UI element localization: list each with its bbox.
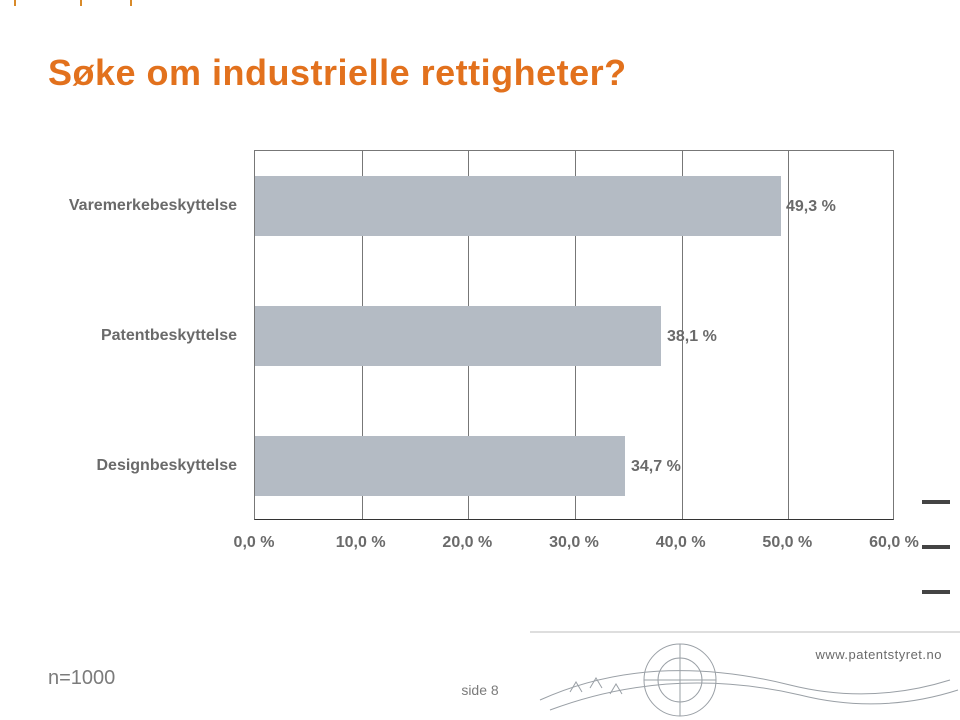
footer-watermark-art (530, 630, 960, 720)
value-label: 38,1 % (667, 328, 717, 346)
chart-container: Varemerkebeskyttelse 49,3 % Patentbeskyt… (64, 150, 894, 570)
x-tick-label: 30,0 % (549, 534, 599, 552)
bar-row: Patentbeskyttelse 38,1 % (255, 306, 893, 366)
bar (255, 176, 781, 236)
bar (255, 436, 625, 496)
plot-area: Varemerkebeskyttelse 49,3 % Patentbeskyt… (254, 150, 894, 520)
x-tick-label: 0,0 % (234, 534, 275, 552)
page-number: side 8 (461, 682, 498, 698)
x-tick-label: 60,0 % (869, 534, 919, 552)
brand-url: www.patentstyret.no (815, 647, 942, 662)
category-label: Varemerkebeskyttelse (65, 197, 245, 215)
value-label: 49,3 % (786, 198, 836, 216)
right-dash-marks (920, 500, 950, 620)
x-tick-label: 20,0 % (442, 534, 492, 552)
bar-row: Designbeskyttelse 34,7 % (255, 436, 893, 496)
bar-row: Varemerkebeskyttelse 49,3 % (255, 176, 893, 236)
x-tick-label: 40,0 % (656, 534, 706, 552)
x-tick-label: 50,0 % (762, 534, 812, 552)
top-tab-marks (0, 0, 960, 14)
page-title: Søke om industrielle rettigheter? (48, 52, 627, 94)
category-label: Designbeskyttelse (65, 457, 245, 475)
sample-size-label: n=1000 (48, 667, 115, 690)
value-label: 34,7 % (631, 458, 681, 476)
bar (255, 306, 661, 366)
category-label: Patentbeskyttelse (65, 327, 245, 345)
x-tick-label: 10,0 % (336, 534, 386, 552)
x-axis: 0,0 % 10,0 % 20,0 % 30,0 % 40,0 % 50,0 %… (254, 528, 894, 558)
